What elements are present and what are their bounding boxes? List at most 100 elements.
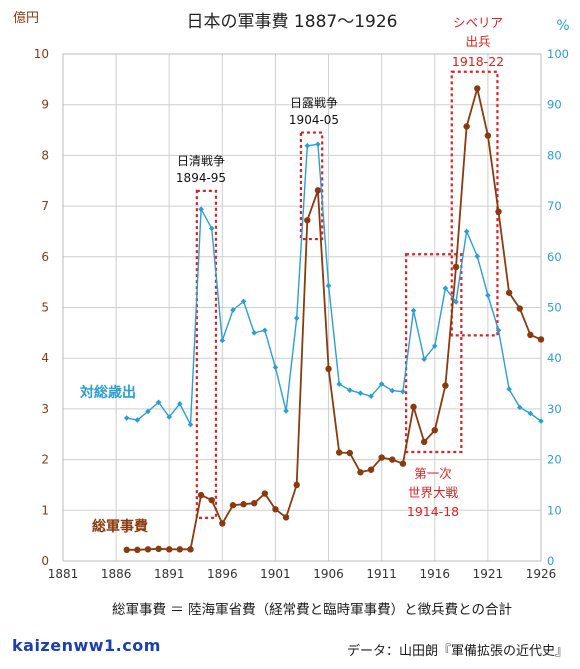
ratio-point <box>463 228 470 235</box>
ratio-point <box>166 414 173 420</box>
left-tick-label: 7 <box>41 199 49 213</box>
ratio-point <box>283 408 289 414</box>
ratio-point <box>187 421 194 428</box>
x-tick-label: 1891 <box>154 567 185 581</box>
total-expenditure-point <box>505 289 513 296</box>
x-tick-label: 1916 <box>420 567 451 581</box>
ratio-point <box>198 206 204 212</box>
total-expenditure-point <box>229 502 237 509</box>
ratio-point <box>208 225 215 232</box>
annotation-boxes <box>195 70 499 520</box>
right-tick-label: 60 <box>547 250 562 264</box>
total-expenditure-point <box>208 496 215 504</box>
total-expenditure-point <box>144 546 152 553</box>
ratio-point <box>378 381 385 387</box>
ratio-point <box>304 142 311 149</box>
left-tick-label: 4 <box>41 351 49 365</box>
total-expenditure-point <box>304 217 311 224</box>
series-label-ratio: 対総歳出 <box>79 384 136 401</box>
total-expenditure-point <box>420 438 428 446</box>
ratio-point <box>315 141 321 148</box>
ratio-point <box>538 418 544 424</box>
x-tick-label: 1901 <box>260 567 291 581</box>
right-tick-label: 90 <box>547 98 562 112</box>
site-link[interactable]: kaizenww1.com <box>12 636 161 655</box>
left-tick-label: 3 <box>41 402 49 416</box>
total-expenditure-point <box>155 545 162 553</box>
x-tick-label: 1911 <box>366 567 397 581</box>
annotation-russo-japanese-war-years: 1904-05 <box>289 113 339 127</box>
left-tick-label: 1 <box>41 503 49 517</box>
left-tick-label: 8 <box>41 148 49 162</box>
total-expenditure-point <box>399 460 407 467</box>
right-tick-label: 70 <box>547 199 562 213</box>
annotation-sino-japanese-war: 日清戦争 <box>177 154 225 168</box>
ratio-point <box>485 292 491 299</box>
total-expenditure-point <box>335 449 343 456</box>
ratio-point <box>145 408 151 415</box>
ratio-point <box>177 401 183 407</box>
annotation-box <box>450 70 499 337</box>
annotation-russo-japanese-war: 日露戦争 <box>290 96 338 110</box>
right-tick-label: 100 <box>547 47 569 61</box>
total-expenditure-point <box>293 481 300 489</box>
total-expenditure-point <box>282 514 290 521</box>
total-expenditure-point <box>452 263 460 271</box>
annotation-box <box>195 189 218 520</box>
x-tick-label: 1896 <box>207 567 238 581</box>
total-expenditure-point <box>123 546 130 554</box>
right-tick-label: 20 <box>547 453 562 467</box>
total-expenditure-point <box>346 449 353 457</box>
ratio-point <box>336 381 342 387</box>
series-layer <box>123 85 545 554</box>
total-expenditure-point <box>389 456 396 463</box>
annotation-wwi-years: 1914-18 <box>407 504 459 519</box>
data-source: データ：山田朗『軍備拡張の近代史』 <box>346 644 568 659</box>
total-expenditure-point <box>325 365 332 373</box>
total-expenditure-point <box>495 208 502 215</box>
ratio-point <box>453 299 459 305</box>
total-expenditure-point <box>378 454 385 461</box>
annotation-box <box>299 131 324 241</box>
total-expenditure-point <box>463 123 470 130</box>
total-expenditure-point <box>410 403 417 411</box>
x-tick-label: 1926 <box>526 567 557 581</box>
total-expenditure-line <box>126 88 542 551</box>
total-expenditure-point <box>166 546 173 553</box>
ratio-point <box>155 399 162 406</box>
annotation-box <box>404 253 463 454</box>
total-expenditure-point <box>357 469 364 476</box>
ratio-point <box>527 410 534 417</box>
total-expenditure-point <box>484 132 492 139</box>
x-tick-label: 1886 <box>101 567 132 581</box>
left-tick-label: 2 <box>41 453 49 467</box>
left-axis-unit-label: 億円 <box>13 10 39 26</box>
series-label-total: 総軍事費 <box>92 518 148 535</box>
total-expenditure-point <box>251 500 258 507</box>
x-tick-label: 1921 <box>473 567 504 581</box>
total-expenditure-point <box>314 187 322 194</box>
total-expenditure-point <box>474 85 481 92</box>
left-tick-label: 0 <box>41 554 49 568</box>
right-tick-label: 40 <box>547 351 562 365</box>
annotation-wwi-line2: 世界大戦 <box>408 485 459 500</box>
ratio-point <box>474 253 481 260</box>
ratio-point <box>134 417 141 423</box>
chart-title: 日本の軍事費 1887～1926 <box>187 12 398 32</box>
annotation-siberia-years: 1918-22 <box>452 54 504 69</box>
annotation-siberia-line1: シベリア <box>453 15 503 30</box>
ratio-point <box>293 315 300 321</box>
total-expenditure-point <box>527 331 534 339</box>
ratio-point <box>389 387 396 394</box>
left-tick-label: 9 <box>41 98 49 112</box>
ratio-point <box>421 356 427 363</box>
ratio-point <box>506 386 512 392</box>
right-tick-label: 10 <box>547 503 562 517</box>
ratio-point <box>251 330 257 336</box>
left-tick-label: 10 <box>34 47 49 61</box>
ratio-point <box>240 298 247 305</box>
ratio-point <box>495 327 502 334</box>
grid-lines <box>62 53 542 562</box>
